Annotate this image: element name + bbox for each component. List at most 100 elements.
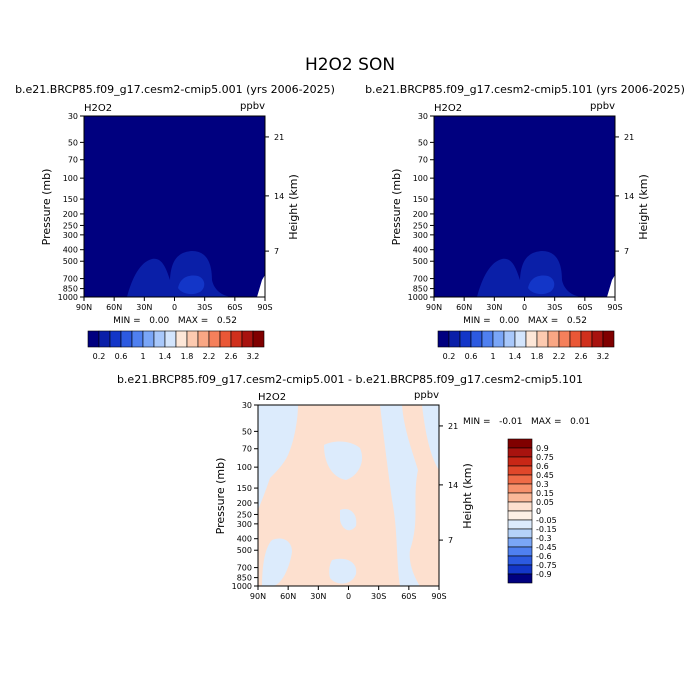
left-colorbar-box	[164, 330, 177, 348]
left-yright-tick-label: 21	[274, 133, 284, 142]
difference-xtick-label: 0	[346, 592, 351, 601]
right-xtick-label: 90S	[607, 303, 622, 312]
difference-ytick-label: 400	[237, 535, 252, 544]
left-xtick-label: 30S	[197, 303, 212, 312]
right-colorbar-box	[481, 330, 494, 348]
right-colorbar-box	[547, 330, 560, 348]
right-colorbar-label: 0.2	[443, 352, 456, 361]
left-colorbar-box	[241, 330, 254, 348]
left-yright-tick-label: 7	[274, 247, 279, 256]
left-ytick-label: 700	[63, 275, 78, 284]
difference-negative-region-6	[380, 405, 420, 586]
right-ytick-label: 300	[413, 231, 428, 240]
difference-colorbar-label: 0	[536, 507, 541, 516]
difference-colorbar-label: 0.75	[536, 453, 554, 462]
left-xtick-label: 90S	[257, 303, 272, 312]
difference-ylabel: Pressure (mb)	[214, 458, 227, 535]
right-ytick-label: 850	[413, 285, 428, 294]
difference-plot-field	[258, 405, 439, 586]
right-ytick-label: 200	[413, 210, 428, 219]
difference-negative-region-2	[262, 538, 292, 586]
left-colorbar-box	[120, 330, 133, 348]
difference-colorbar-box	[507, 483, 533, 494]
left-colorbar-label: 3.2	[247, 352, 260, 361]
right-units-label: ppbv	[590, 101, 615, 112]
difference-ytick-label: 100	[237, 463, 252, 472]
difference-panel: b.e21.BRCP85.f09_g17.cesm2-cmip5.001 - b…	[117, 373, 590, 601]
right-ylabel-right: Height (km)	[637, 174, 650, 240]
right-xtick-label: 30S	[547, 303, 562, 312]
right-plot-field	[434, 116, 615, 297]
left-axes: 3050701001502002503004005007008501000211…	[58, 112, 285, 312]
right-colorbar-box	[459, 330, 472, 348]
right-xtick-label: 90N	[426, 303, 442, 312]
left-colorbar-label: 0.2	[93, 352, 106, 361]
right-ytick-label: 30	[418, 112, 428, 121]
left-units-label: ppbv	[240, 101, 265, 112]
left-stats: MIN = 0.00 MAX = 0.52	[113, 316, 237, 326]
difference-colorbar-box	[507, 564, 533, 575]
difference-xtick-label: 90N	[250, 592, 266, 601]
difference-colorbar-box	[507, 456, 533, 467]
left-ytick-label: 300	[63, 231, 78, 240]
difference-colorbar-box	[507, 447, 533, 458]
left-xtick-label: 0	[172, 303, 177, 312]
difference-colorbar-label: 0.15	[536, 489, 554, 498]
difference-ytick-label: 30	[242, 401, 252, 410]
right-colorbar: 0.2 0.6 1 1.4 1.8 2.2 2.6 3.2	[437, 330, 615, 361]
difference-var-label: H2O2	[258, 392, 286, 403]
right-ytick-label: 1000	[408, 293, 428, 302]
left-colorbar-label: 1.8	[181, 352, 194, 361]
left-ylabel-right: Height (km)	[287, 174, 300, 240]
right-colorbar-label: 1.4	[509, 352, 522, 361]
left-colorbar-box	[153, 330, 166, 348]
difference-xtick-label: 90S	[431, 592, 446, 601]
left-topography	[243, 275, 265, 297]
left-plot-field	[84, 116, 265, 297]
right-colorbar-label: 3.2	[597, 352, 610, 361]
right-ytick-label: 150	[413, 195, 428, 204]
difference-colorbar-box	[507, 438, 533, 449]
difference-colorbar-box	[507, 465, 533, 476]
difference-colorbar-label: 0.45	[536, 471, 554, 480]
left-xtick-label: 60S	[227, 303, 242, 312]
right-colorbar-box	[448, 330, 461, 348]
right-panel-title: b.e21.BRCP85.f09_g17.cesm2-cmip5.101 (yr…	[365, 83, 685, 96]
left-colorbar-label: 2.6	[225, 352, 238, 361]
right-colorbar-box	[492, 330, 505, 348]
left-ytick-label: 200	[63, 210, 78, 219]
right-ytick-label: 50	[418, 138, 428, 147]
difference-colorbar-label: -0.15	[536, 525, 557, 534]
left-ytick-label: 1000	[58, 293, 78, 302]
difference-panel-title: b.e21.BRCP85.f09_g17.cesm2-cmip5.001 - b…	[117, 373, 583, 386]
left-colorbar: 0.2 0.6 1 1.4 1.8 2.2 2.6 3.2	[87, 330, 265, 361]
left-ytick-label: 250	[63, 221, 78, 230]
left-colorbar-box	[252, 330, 265, 348]
difference-colorbar-box	[507, 492, 533, 503]
difference-colorbar-label: -0.05	[536, 516, 557, 525]
right-axes: 3050701001502002503004005007008501000211…	[408, 112, 635, 312]
left-colorbar-label: 1	[140, 352, 145, 361]
difference-yright-tick-label: 7	[448, 536, 453, 545]
right-ytick-label: 70	[418, 156, 428, 165]
right-xtick-label: 60S	[577, 303, 592, 312]
left-ytick-label: 500	[63, 257, 78, 266]
difference-negative-region-7	[422, 405, 439, 470]
right-xtick-label: 60N	[456, 303, 472, 312]
left-colorbar-label: 1.4	[159, 352, 172, 361]
difference-colorbar-label: 0.05	[536, 498, 554, 507]
right-var-label: H2O2	[434, 103, 462, 114]
right-colorbar-label: 2.6	[575, 352, 588, 361]
left-colorbar-label: 2.2	[203, 352, 216, 361]
right-colorbar-box	[591, 330, 604, 348]
right-ytick-label: 500	[413, 257, 428, 266]
right-colorbar-label: 0.6	[465, 352, 478, 361]
left-colorbar-box	[186, 330, 199, 348]
left-colorbar-box	[208, 330, 221, 348]
difference-colorbar-label: -0.75	[536, 561, 557, 570]
right-yright-tick-label: 14	[624, 192, 634, 201]
right-xtick-label: 30N	[486, 303, 502, 312]
left-colorbar-box	[98, 330, 111, 348]
right-colorbar-label: 1	[490, 352, 495, 361]
right-ytick-label: 400	[413, 246, 428, 255]
